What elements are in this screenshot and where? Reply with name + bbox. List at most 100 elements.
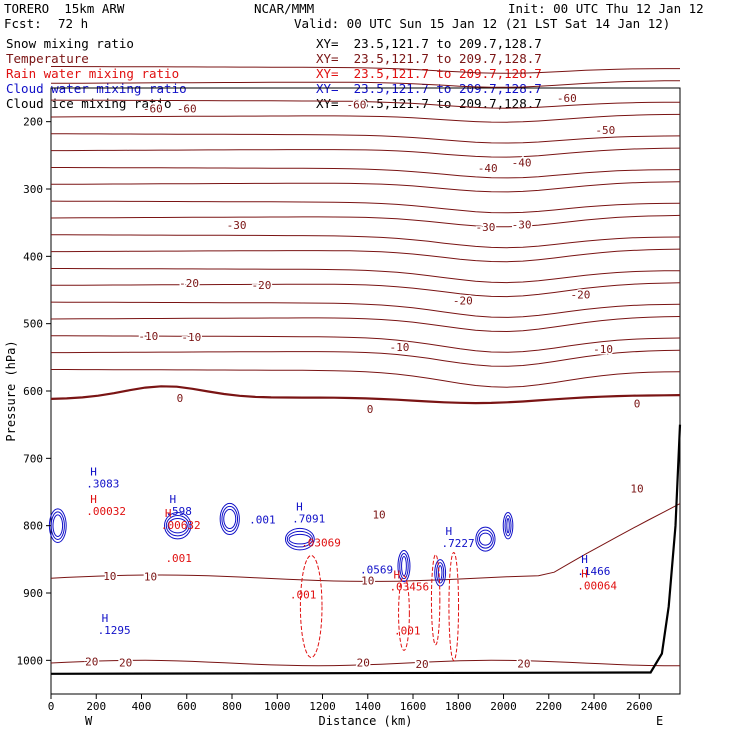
temperature-contour-label: -30 xyxy=(512,218,532,231)
temperature-contour-label: 0 xyxy=(634,397,641,410)
x-tick-label: 2200 xyxy=(536,700,563,713)
isotherm-line xyxy=(50,99,681,109)
valid-time: Valid: 00 UTC Sun 15 Jan 12 (21 LST Sat … xyxy=(294,16,671,31)
maximum-value-label: .03456 xyxy=(389,580,429,593)
model-title: TORERO 15km ARW xyxy=(4,1,125,16)
isotherm-line xyxy=(51,133,681,144)
temperature-contour-label: 20 xyxy=(85,655,98,668)
maximum-marker-h: H xyxy=(102,612,109,625)
temperature-contour-label: -60 xyxy=(177,103,197,116)
maximum-marker-h: H xyxy=(90,493,97,506)
temperature-contour-label: 10 xyxy=(372,509,385,522)
x-tick-label: 2600 xyxy=(626,700,653,713)
x-tick-label: 1600 xyxy=(400,700,427,713)
x-axis-title: Distance (km) xyxy=(319,714,413,728)
temperature-contour-label: -60 xyxy=(143,103,163,116)
cloud-water-contour xyxy=(436,562,445,584)
maximum-value-label: .598 xyxy=(165,505,192,518)
x-tick-label: 1800 xyxy=(445,700,472,713)
maximum-marker-h: H xyxy=(169,493,176,506)
cloud-water-contour xyxy=(165,514,190,537)
isotherm-line xyxy=(51,349,681,367)
x-tick-label: 2400 xyxy=(581,700,608,713)
x-tick-label: 1400 xyxy=(355,700,382,713)
temperature-contour-label: 10 xyxy=(361,575,374,588)
cloud-water-contour xyxy=(504,514,512,537)
cloud-water-contour xyxy=(478,532,492,546)
temperature-contour-label: -20 xyxy=(571,288,591,301)
cloud-water-contour xyxy=(434,559,447,587)
maximum-marker-h: H xyxy=(296,500,303,513)
legend-series-xy: XY= 23.5,121.7 to 209.7,128.7 xyxy=(316,36,542,51)
maximum-marker-h: H xyxy=(393,568,400,581)
forecast-label: Fcst: xyxy=(4,16,42,31)
maximum-value-label: .1295 xyxy=(98,624,131,637)
isotherm-20c-line xyxy=(50,659,680,667)
cloud-water-contour xyxy=(397,549,411,583)
temperature-contour-label: -10 xyxy=(181,331,201,344)
y-tick-label: 900 xyxy=(23,587,43,600)
cloud-water-contour xyxy=(219,502,240,536)
legend-series-name: Temperature xyxy=(6,51,89,66)
isotherm-group xyxy=(50,66,681,388)
temperature-contour-label: -60 xyxy=(347,99,367,112)
temperature-contour-label: -20 xyxy=(251,279,271,292)
rain-water-contour xyxy=(398,575,410,651)
temperature-contour-label: -30 xyxy=(475,221,495,234)
isotherm-line xyxy=(51,335,681,353)
temperature-contour-label: 20 xyxy=(357,657,370,670)
maximum-value-label: .3083 xyxy=(86,477,119,490)
cloud-water-contour xyxy=(437,565,443,581)
temperature-contour-label: -50 xyxy=(595,124,615,137)
maximum-value-label: .001 xyxy=(249,514,275,527)
cloud-water-contour xyxy=(475,526,496,552)
maximum-marker-h: H xyxy=(165,507,172,520)
cloud-water-contour xyxy=(401,555,407,577)
x-tick-label: 0 xyxy=(48,700,55,713)
terrain-profile-line xyxy=(50,424,682,675)
temperature-contour-label: 10 xyxy=(144,571,157,584)
isotherm-line xyxy=(51,268,681,284)
rain-water-contour xyxy=(448,551,460,661)
y-tick-label: 200 xyxy=(23,116,43,129)
temperature-contour-label: -10 xyxy=(390,341,410,354)
legend-series-xy: XY= 23.5,121.7 to 209.7,128.7 xyxy=(316,96,542,111)
isotherm-line xyxy=(50,113,681,123)
maximum-marker-h: H xyxy=(445,525,452,538)
maximum-value-label: .00064 xyxy=(577,580,617,593)
temperature-contour-label: 10 xyxy=(630,482,643,495)
maximum-value-label: .0569 xyxy=(360,563,393,576)
y-tick-label: 600 xyxy=(23,385,43,398)
forecast-hours: 72 h xyxy=(58,16,89,31)
temperature-contour-label: 20 xyxy=(119,657,132,670)
legend-series-name: Cloud water mixing ratio xyxy=(6,81,187,96)
x-tick-label: 2000 xyxy=(490,700,517,713)
isotherm-line xyxy=(51,248,681,263)
isotherm-line xyxy=(50,214,681,228)
isotherm-line xyxy=(51,167,681,179)
cloud-water-contour xyxy=(399,552,409,580)
temperature-contour-label: 0 xyxy=(367,403,374,416)
maximum-value-label: .00632 xyxy=(161,519,201,532)
temperature-contour-label: -10 xyxy=(138,330,158,343)
maximum-value-label: .7091 xyxy=(292,512,325,525)
cloud-water-contour xyxy=(288,533,312,545)
temperature-contour-label: -60 xyxy=(557,92,577,105)
x-axis-west-label: W xyxy=(85,714,93,728)
legend-series-name: Rain water mixing ratio xyxy=(6,66,180,81)
isotherm-line xyxy=(50,316,681,333)
x-tick-label: 200 xyxy=(86,700,106,713)
cloud-water-contour xyxy=(286,530,313,548)
maximum-value-label: .001 xyxy=(165,552,192,565)
y-tick-label: 1000 xyxy=(17,654,44,667)
y-tick-label: 300 xyxy=(23,183,43,196)
temperature-contour-label: 20 xyxy=(517,657,530,670)
temperature-contour-label: -20 xyxy=(453,294,473,307)
x-axis-east-label: E xyxy=(656,714,663,728)
maximum-marker-h: H xyxy=(581,553,588,566)
temperature-contour-label: -40 xyxy=(512,156,532,169)
x-tick-label: 800 xyxy=(222,700,242,713)
y-axis-title: Pressure (hPa) xyxy=(4,340,18,441)
cloud-water-contour xyxy=(221,505,239,533)
